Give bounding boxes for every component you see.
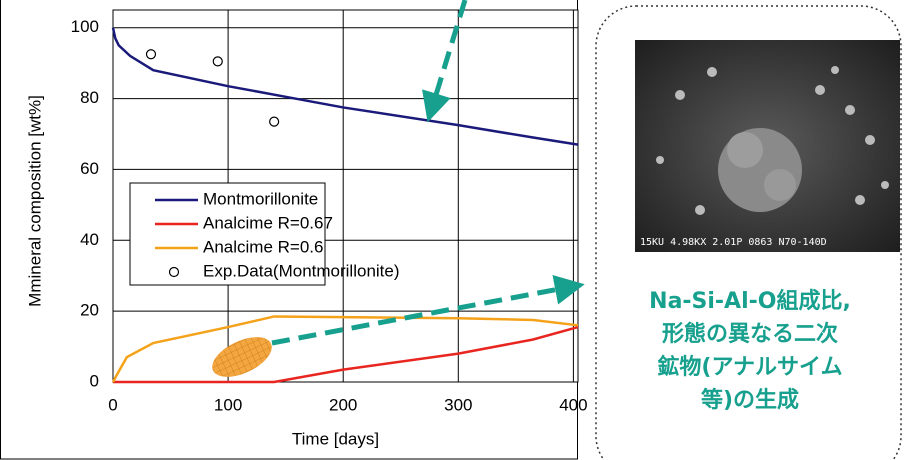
data-point — [269, 116, 280, 127]
region-marker — [212, 337, 272, 377]
legend-label: Analcime R=0.6 — [203, 237, 323, 256]
y-tick-label: 40 — [80, 230, 99, 249]
x-tick-label: 400 — [559, 395, 587, 414]
y-tick-label: 100 — [71, 17, 99, 36]
legend-swatch — [168, 266, 180, 278]
series-line — [111, 315, 579, 383]
plot: 0 100 200 300 400 0 20 40 60 80 100 Time [days] Mmin… — [25, 9, 588, 448]
x-tick-label: 0 — [108, 395, 117, 414]
annotation-line: 形態の異なる二次 — [662, 321, 838, 347]
arrow — [422, 0, 468, 123]
photo-particles — [656, 66, 889, 215]
data-point — [145, 49, 157, 60]
photo-caption: 15KU 4.98KX 2.01P 0863 N70-140D — [640, 237, 827, 248]
x-tick-label: 300 — [444, 395, 472, 414]
legend-label: Exp.Data(Montmorillonite) — [203, 261, 400, 280]
annotation-line: 鉱物(アナルサイム — [657, 354, 842, 380]
legend: Montmorillonite Analcime R=0.67 Analcime R… — [129, 182, 400, 286]
x-tick-label: 100 — [214, 395, 242, 414]
series-line — [111, 27, 579, 146]
annotation-line: 等)の生成 — [701, 387, 799, 413]
data-point — [212, 56, 223, 67]
legend-label: Montmorillonite — [203, 189, 318, 208]
legend-label: Analcime R=0.67 — [203, 213, 333, 232]
x-axis-label: Time [days] — [292, 429, 379, 448]
y-tick-label: 20 — [80, 301, 99, 320]
annotation-line: Na-Si-Al-O組成比, — [649, 288, 851, 314]
x-tick-label: 200 — [329, 395, 357, 414]
arrow — [271, 275, 585, 346]
y-tick-label: 80 — [80, 88, 99, 107]
y-tick-label: 60 — [80, 159, 99, 178]
y-axis-label: Mmineral composition [wt%] — [25, 95, 44, 307]
series-line — [113, 325, 579, 384]
y-tick-label: 0 — [90, 371, 99, 390]
